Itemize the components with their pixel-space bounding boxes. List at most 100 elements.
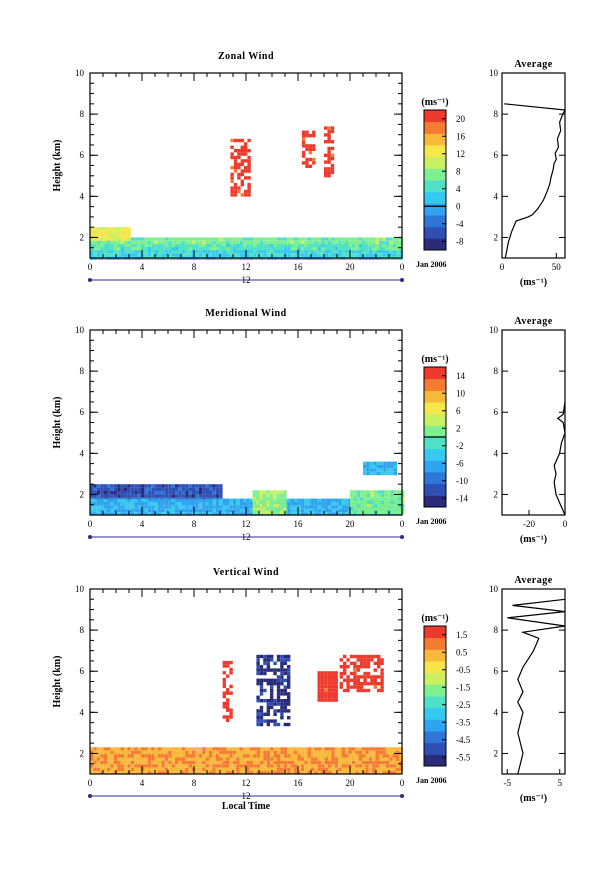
- data-cell: [137, 502, 141, 506]
- data-cell: [355, 754, 359, 758]
- data-cell: [202, 767, 206, 772]
- data-cell: [370, 503, 374, 508]
- panel-title: Zonal Wind: [218, 51, 274, 62]
- data-cell: [130, 491, 135, 495]
- data-cell: [377, 682, 381, 686]
- data-cell: [96, 247, 101, 251]
- data-cell: [382, 767, 386, 772]
- data-cell: [175, 249, 179, 254]
- data-cell: [236, 754, 240, 758]
- data-cell: [236, 771, 240, 775]
- data-cell: [399, 757, 403, 761]
- data-cell: [205, 750, 209, 755]
- data-cell: [365, 771, 369, 775]
- data-cell: [103, 237, 107, 241]
- data-cell: [205, 247, 209, 251]
- data-cell: [256, 665, 260, 669]
- data-cell: [372, 253, 376, 257]
- colorbar-segment: [424, 226, 446, 239]
- data-cell: [266, 702, 270, 706]
- colorbar-segment: [424, 483, 446, 496]
- data-cell: [331, 695, 335, 699]
- data-cell: [195, 771, 199, 775]
- average-x-label: (ms⁻¹): [520, 277, 547, 288]
- data-cell: [382, 249, 386, 254]
- data-cell: [127, 750, 131, 755]
- data-cell: [321, 237, 325, 241]
- data-cell: [334, 681, 338, 685]
- data-cell: [314, 750, 318, 755]
- data-cell: [244, 142, 248, 146]
- data-cell: [127, 767, 131, 772]
- data-cell: [279, 507, 284, 511]
- data-cell: [397, 510, 401, 515]
- data-cell: [260, 750, 264, 755]
- data-cell: [195, 494, 199, 498]
- data-cell: [386, 471, 391, 476]
- data-cell: [392, 253, 396, 257]
- data-cell: [222, 243, 226, 247]
- x-tick-label: 0: [88, 262, 93, 272]
- data-cell: [236, 767, 240, 772]
- colorbar-tick-label: -3.5: [456, 717, 471, 727]
- data-cell: [256, 671, 260, 676]
- data-cell: [107, 249, 111, 254]
- data-cell: [259, 709, 264, 713]
- data-cell: [365, 747, 369, 751]
- data-cell: [330, 170, 335, 174]
- data-cell: [161, 253, 165, 257]
- data-cell: [151, 771, 155, 775]
- data-cell: [343, 654, 347, 659]
- data-cell: [226, 754, 230, 758]
- data-cell: [239, 243, 243, 247]
- data-cell: [127, 498, 131, 502]
- data-cell: [338, 754, 342, 758]
- data-cell: [175, 764, 179, 768]
- data-cell: [130, 760, 135, 765]
- data-field-2: [90, 243, 403, 251]
- data-cell: [389, 750, 393, 755]
- average-y-tick-label: 2: [494, 232, 499, 242]
- data-cell: [279, 497, 284, 501]
- data-cell: [230, 166, 234, 170]
- data-cell: [321, 764, 325, 768]
- data-cell: [297, 502, 301, 506]
- data-cell: [222, 684, 226, 689]
- data-cell: [330, 129, 335, 134]
- data-cell: [181, 757, 186, 761]
- data-cell: [93, 502, 97, 506]
- data-cell: [205, 498, 209, 502]
- data-cell: [117, 230, 121, 234]
- data-cell: [188, 767, 192, 772]
- data-cell: [300, 757, 305, 761]
- data-cell: [360, 510, 364, 515]
- data-cell: [294, 754, 298, 758]
- data-cell: [151, 484, 155, 488]
- data-cell: [297, 237, 301, 241]
- data-cell: [362, 747, 366, 751]
- average-title: Average: [514, 316, 552, 327]
- data-cell: [188, 237, 192, 241]
- data-cell: [144, 487, 148, 491]
- data-cell: [280, 678, 284, 682]
- data-cell: [328, 237, 332, 241]
- data-cell: [192, 240, 196, 245]
- data-cell: [158, 494, 162, 498]
- data-cell: [392, 750, 396, 755]
- data-cell: [127, 491, 131, 495]
- data-cell: [341, 249, 345, 254]
- data-cell: [331, 698, 335, 702]
- data-cell: [198, 237, 203, 241]
- data-cell: [222, 677, 226, 682]
- data-cell: [287, 253, 291, 257]
- data-cell: [366, 675, 371, 679]
- data-cell: [90, 240, 94, 245]
- data-cell: [185, 754, 189, 758]
- data-cell: [317, 253, 322, 257]
- data-cell: [198, 494, 203, 498]
- data-cell: [365, 253, 369, 257]
- data-cell: [324, 674, 328, 678]
- data-cell: [107, 253, 111, 257]
- data-cell: [107, 498, 111, 502]
- data-cell: [175, 494, 179, 498]
